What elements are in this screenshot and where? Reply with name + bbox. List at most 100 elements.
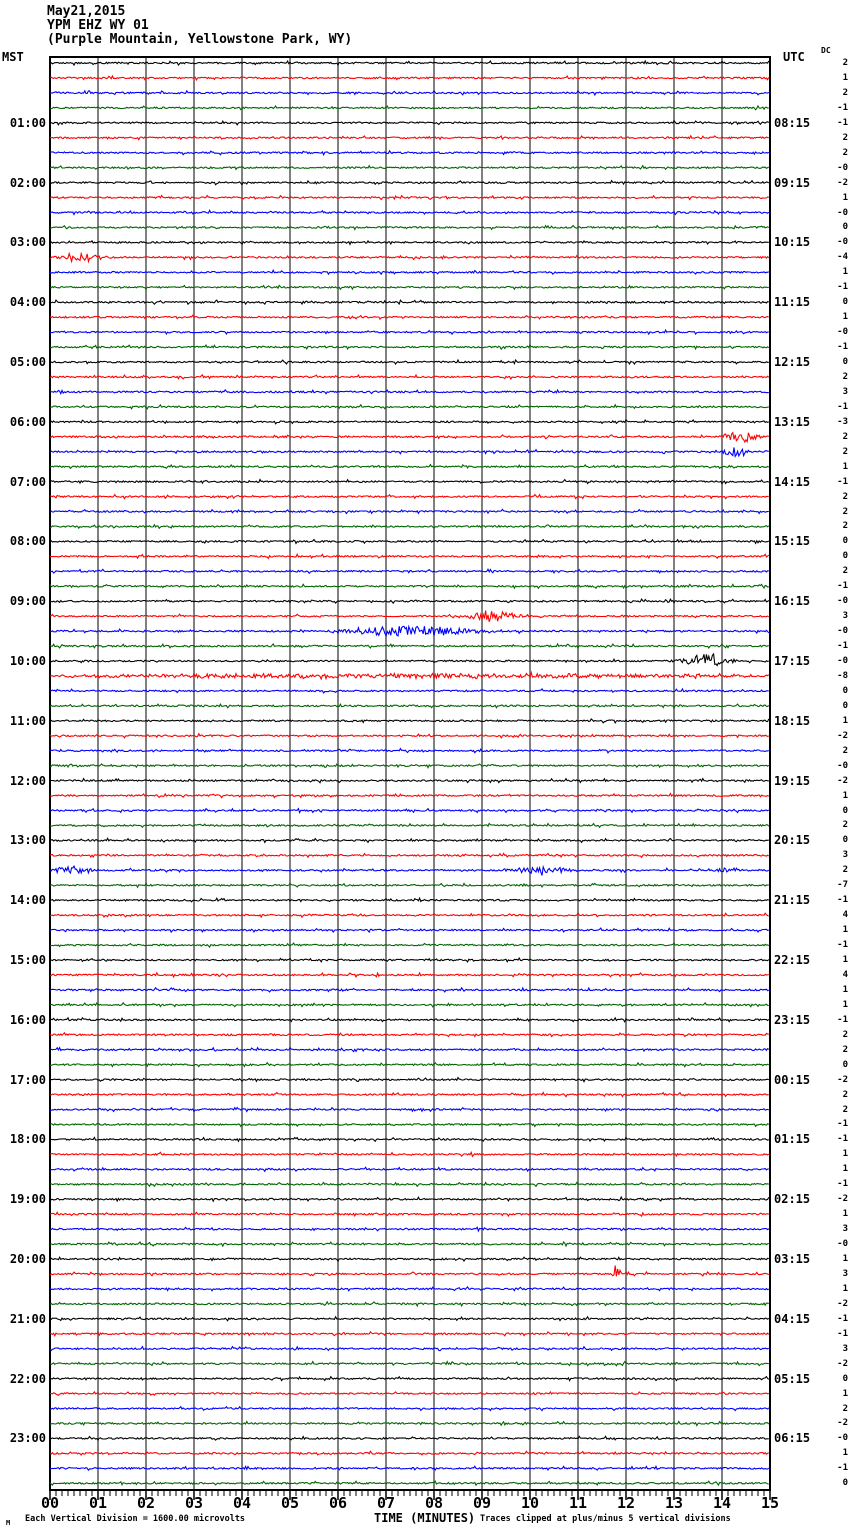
x-tick-label: 04 — [232, 1494, 252, 1512]
dc-offset-value: -1 — [837, 641, 848, 652]
right-time-label: 23:15 — [774, 1012, 811, 1027]
right-time-label: 12:15 — [774, 355, 811, 369]
seismic-trace — [49, 942, 770, 949]
x-tick-label: 10 — [520, 1494, 540, 1512]
dc-offset-value: 3 — [842, 611, 848, 622]
seismic-trace — [49, 763, 770, 770]
dc-offset-value: -1 — [837, 1463, 848, 1474]
seismic-trace — [49, 912, 769, 919]
dc-offset-value: 1 — [842, 1254, 848, 1264]
seismic-trace — [49, 1405, 770, 1412]
dc-offset-value: 1 — [842, 925, 848, 936]
left-axis-label: MST — [2, 50, 24, 64]
right-time-label: 13:15 — [774, 414, 811, 429]
seismic-trace — [49, 179, 770, 186]
dc-offset-value: 1 — [842, 1283, 848, 1294]
x-tick-label: 09 — [472, 1494, 492, 1512]
seismic-trace — [49, 478, 770, 485]
seismic-trace — [49, 269, 770, 276]
dc-offset-value: -1 — [837, 581, 848, 592]
seismic-trace — [49, 882, 769, 889]
right-time-label: 05:15 — [774, 1371, 811, 1386]
left-time-label: 13:00 — [9, 833, 46, 848]
seismic-trace — [49, 388, 769, 395]
left-time-label: 22:00 — [9, 1371, 46, 1386]
seismic-trace — [49, 104, 769, 111]
left-time-label: 10:00 — [9, 654, 46, 668]
dc-offset-value: 2 — [842, 132, 848, 143]
seismic-trace — [49, 74, 770, 82]
left-time-label: 06:00 — [9, 414, 46, 429]
dc-offset-value: -2 — [837, 730, 848, 741]
dc-axis-label: DC — [821, 46, 831, 55]
dc-offset-value: 0 — [842, 700, 848, 711]
dc-offset-value: -1 — [837, 1179, 848, 1190]
dc-offset-value: -1 — [837, 282, 848, 293]
dc-offset-value: 0 — [842, 551, 848, 562]
header-station: YPM EHZ WY 01 — [47, 18, 149, 33]
seismic-trace — [49, 986, 770, 993]
x-tick-label: 03 — [184, 1494, 204, 1512]
right-time-label: 02:15 — [774, 1192, 811, 1207]
seismic-trace — [49, 1106, 770, 1113]
seismic-trace — [49, 1001, 769, 1008]
right-axis-label: UTC — [783, 50, 805, 64]
dc-offset-value: 0 — [842, 357, 848, 367]
seismic-trace — [49, 493, 769, 500]
seismic-trace — [49, 583, 769, 590]
dc-offset-value: 0 — [842, 685, 848, 696]
dc-offset-value: 0 — [842, 1373, 848, 1384]
dc-offset-value: -2 — [837, 1358, 848, 1369]
seismic-trace — [49, 508, 769, 515]
right-time-label: 16:15 — [774, 594, 811, 609]
dc-offset-value: -0 — [837, 162, 848, 173]
left-time-label: 07:00 — [9, 474, 46, 489]
right-time-label: 08:15 — [774, 115, 811, 130]
left-time-label: 21:00 — [9, 1311, 46, 1326]
dc-offset-value: -2 — [837, 1298, 848, 1309]
seismic-trace — [49, 1480, 769, 1487]
dc-offset-value: 1 — [842, 1164, 848, 1175]
right-time-label: 21:15 — [774, 893, 811, 908]
scale-note: Each Vertical Division = 1600.00 microvo… — [25, 1514, 246, 1524]
left-time-label: 14:00 — [9, 893, 46, 908]
seismic-trace — [49, 1046, 770, 1053]
seismic-trace — [49, 523, 770, 530]
dc-offset-value: 2 — [842, 147, 848, 158]
left-time-label: 03:00 — [9, 235, 46, 250]
dc-offset-value: -2 — [837, 775, 848, 786]
dc-offset-value: 0 — [842, 297, 848, 308]
seismic-trace — [49, 1016, 770, 1023]
dc-offset-value: -1 — [837, 895, 848, 906]
seismic-trace — [49, 1061, 770, 1068]
dc-offset-value: -1 — [837, 1328, 848, 1339]
dc-offset-value: 1 — [842, 790, 848, 801]
seismic-trace — [49, 792, 770, 799]
dc-offset-value: 2 — [842, 506, 848, 517]
dc-offset-value: 2 — [842, 1089, 848, 1100]
left-time-label: 01:00 — [9, 115, 46, 130]
left-time-label: 11:00 — [9, 713, 46, 728]
dc-offset-value: -0 — [837, 327, 848, 338]
right-time-label: 17:15 — [774, 654, 811, 668]
seismic-trace — [49, 1265, 770, 1277]
seismic-trace — [49, 314, 769, 321]
seismic-trace — [49, 1465, 770, 1472]
x-tick-label: 02 — [136, 1494, 156, 1512]
seismic-trace — [49, 1031, 769, 1038]
seismic-trace — [49, 1181, 770, 1188]
x-tick-label: 00 — [40, 1494, 60, 1512]
seismic-trace — [49, 134, 769, 141]
x-tick-label: 11 — [568, 1494, 588, 1512]
right-time-label: 06:15 — [774, 1431, 811, 1446]
dc-offset-value: -0 — [837, 237, 848, 248]
seismic-trace — [49, 1256, 769, 1262]
right-time-label: 14:15 — [774, 474, 811, 489]
seismic-trace — [49, 927, 770, 934]
seismic-trace — [49, 1390, 770, 1397]
seismic-trace — [49, 463, 770, 470]
dc-offset-value: 2 — [842, 1104, 848, 1115]
dc-offset-value: -1 — [837, 342, 848, 353]
dc-offset-value: 4 — [842, 910, 848, 921]
dc-offset-value: 0 — [842, 1059, 848, 1070]
